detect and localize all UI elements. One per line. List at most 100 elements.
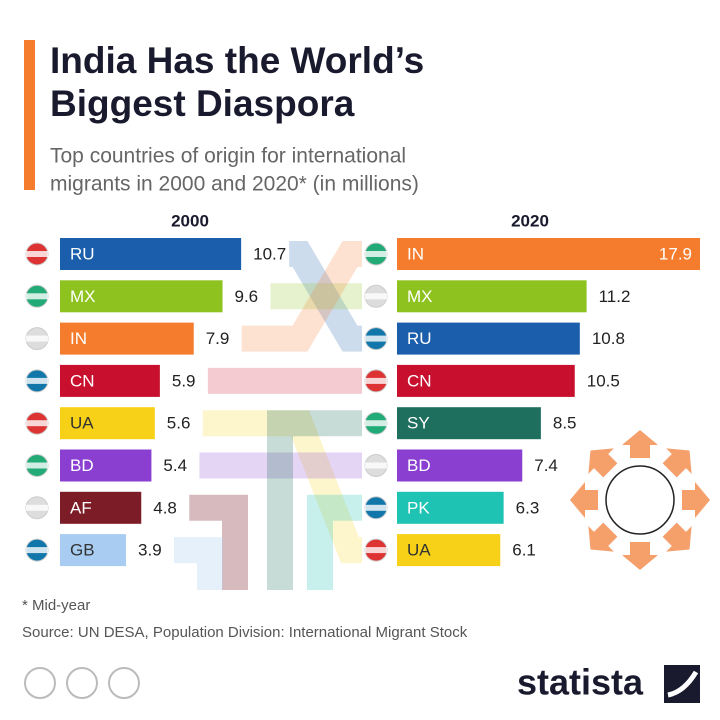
value-label: 5.6 xyxy=(167,414,191,433)
connector xyxy=(288,241,362,352)
connector xyxy=(189,494,248,590)
flag-band xyxy=(26,377,48,384)
category-label: UA xyxy=(407,541,431,560)
flag xyxy=(25,369,49,393)
connector xyxy=(174,537,223,590)
category-label: BD xyxy=(407,456,431,475)
bar xyxy=(60,449,152,482)
bar xyxy=(60,364,160,397)
flag xyxy=(364,411,388,435)
flag xyxy=(364,284,388,308)
flag xyxy=(25,327,49,351)
note: * Mid-year xyxy=(22,597,90,614)
flag-band xyxy=(26,335,48,342)
bar xyxy=(397,238,700,270)
title-line: India Has the World’s xyxy=(50,40,424,81)
flag xyxy=(364,327,388,351)
value-label: 4.8 xyxy=(153,498,177,517)
bar xyxy=(397,534,501,567)
value-label: 9.6 xyxy=(235,287,259,306)
category-label: GB xyxy=(70,541,95,560)
connector xyxy=(307,494,362,590)
value-label: 8.5 xyxy=(553,414,577,433)
flag-band xyxy=(26,251,48,257)
flag xyxy=(364,496,388,520)
value-label: 10.7 xyxy=(253,244,286,263)
bar xyxy=(60,280,223,313)
bar xyxy=(397,491,504,524)
bar xyxy=(397,407,541,440)
category-label: PK xyxy=(407,498,430,517)
flag xyxy=(25,411,49,435)
flag xyxy=(364,454,388,477)
flag-band xyxy=(26,504,48,511)
bar xyxy=(60,407,155,440)
category-label: AF xyxy=(70,498,92,517)
connectors xyxy=(174,241,363,590)
panel-title: 2020 xyxy=(511,211,549,230)
subtitle-line: migrants in 2000 and 2020* (in millions) xyxy=(50,173,419,196)
brand-logo xyxy=(664,665,700,703)
bar xyxy=(60,322,194,355)
panel-title: 2000 xyxy=(171,211,209,230)
flag-band xyxy=(365,251,387,257)
chart: 2000 RU 10.7 MX 9.6 IN 7.9 CN 5.9 UA 5.6 BD 5.4 AF 4.8… xyxy=(25,211,700,567)
value-label: 10.5 xyxy=(587,371,620,390)
subtitle-line: Top countries of origin for internationa… xyxy=(50,145,406,168)
flag-band xyxy=(365,377,387,384)
connector xyxy=(202,410,363,564)
connector xyxy=(267,410,362,590)
flag-band xyxy=(365,462,387,469)
flag xyxy=(25,242,49,266)
flag xyxy=(25,284,49,308)
brand: statista xyxy=(517,662,644,703)
flag xyxy=(364,242,388,266)
bar xyxy=(60,534,127,567)
category-label: IN xyxy=(70,329,87,348)
bar xyxy=(60,491,142,524)
flag xyxy=(25,454,49,477)
title-line: Biggest Diaspora xyxy=(50,83,355,124)
value-label: 11.2 xyxy=(599,287,631,306)
category-label: SY xyxy=(407,414,430,433)
flag xyxy=(25,538,49,562)
source: Source: UN DESA, Population Division: In… xyxy=(22,624,468,641)
category-label: RU xyxy=(407,329,432,348)
value-label: 6.3 xyxy=(516,498,540,517)
value-label: 7.4 xyxy=(534,456,558,475)
flag-band xyxy=(26,420,48,427)
flag-band xyxy=(26,462,48,469)
decor-icon xyxy=(570,430,710,570)
bar xyxy=(60,238,242,270)
flag-band xyxy=(365,504,387,511)
flag xyxy=(364,369,388,393)
accent-bar xyxy=(24,40,35,190)
category-label: RU xyxy=(70,244,95,263)
license-icons xyxy=(24,667,140,699)
flag-band xyxy=(365,335,387,342)
flag-band xyxy=(26,293,48,300)
value-label: 5.9 xyxy=(172,371,196,390)
flag-band xyxy=(365,547,387,554)
bar xyxy=(397,449,523,482)
value-label: 3.9 xyxy=(138,541,162,560)
category-label: CN xyxy=(70,371,95,390)
category-label: MX xyxy=(407,287,433,306)
value-label: 10.8 xyxy=(592,329,625,348)
flag xyxy=(364,538,388,562)
category-label: IN xyxy=(407,244,424,263)
connector xyxy=(241,241,362,352)
bar xyxy=(397,322,580,355)
flag-band xyxy=(26,547,48,554)
flag xyxy=(25,496,49,520)
category-label: BD xyxy=(70,456,94,475)
value-label: 17.9 xyxy=(659,244,692,263)
brand-logo-mark xyxy=(667,670,699,698)
flag-band xyxy=(365,293,387,300)
value-label: 7.9 xyxy=(206,329,230,348)
value-label: 6.1 xyxy=(512,541,536,560)
bar xyxy=(397,364,575,397)
value-label: 5.4 xyxy=(163,456,187,475)
flag-band xyxy=(365,420,387,427)
